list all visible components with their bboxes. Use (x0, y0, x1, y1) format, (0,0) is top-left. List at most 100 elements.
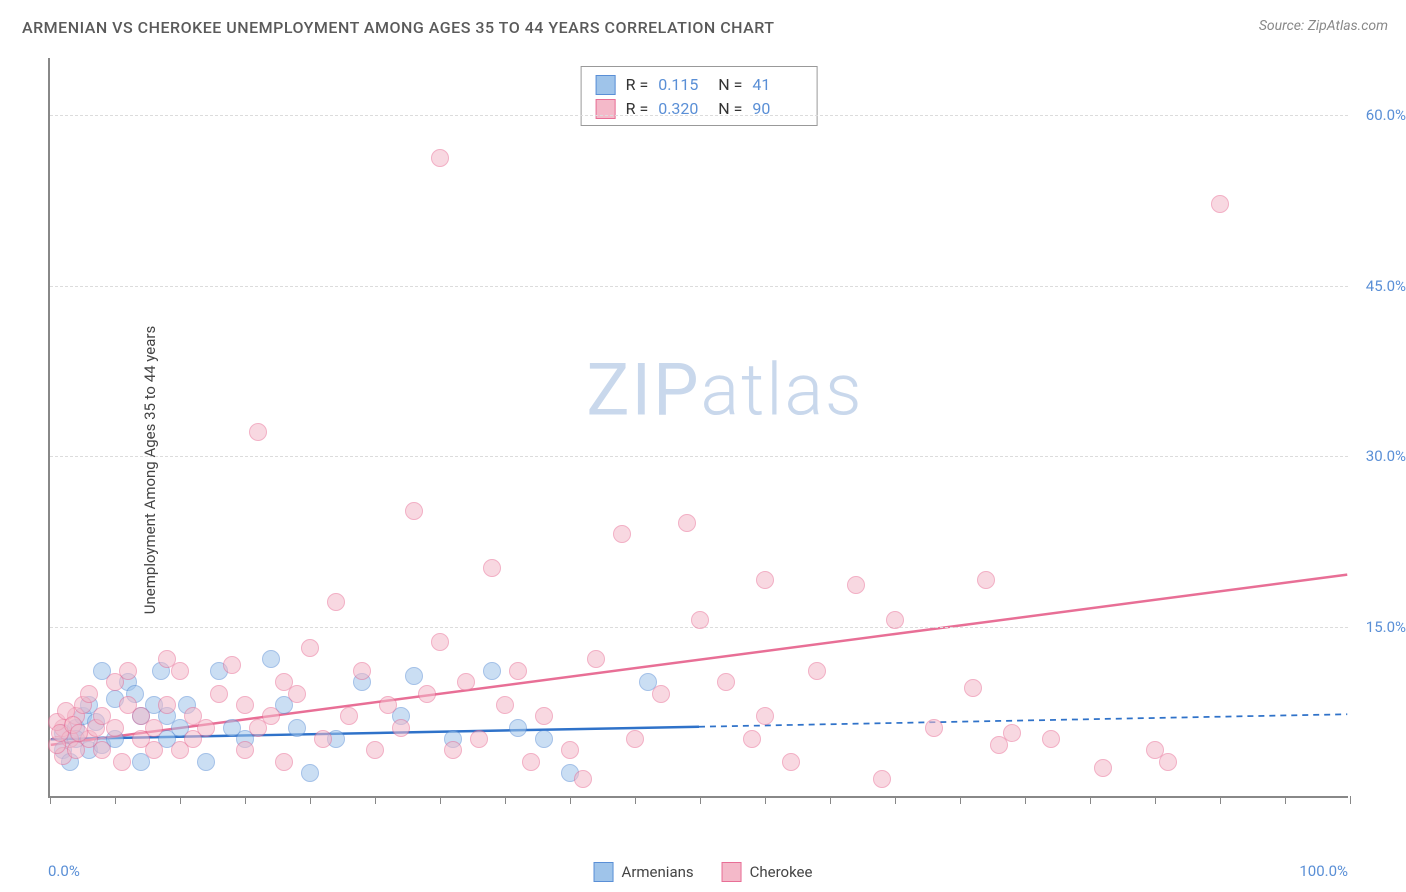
x-tick (700, 796, 701, 804)
legend-r-value: 0.115 (658, 73, 708, 97)
chart-container: Unemployment Among Ages 35 to 44 years Z… (0, 48, 1406, 892)
scatter-point (1159, 753, 1177, 771)
x-axis-min-label: 0.0% (48, 862, 80, 880)
scatter-point (158, 696, 176, 714)
x-tick (1090, 796, 1091, 804)
scatter-point (145, 719, 163, 737)
x-tick (830, 796, 831, 804)
scatter-point (366, 741, 384, 759)
plot-area: ZIPatlas R =0.115N =41R =0.320N =90 15.0… (48, 58, 1348, 798)
scatter-point (353, 662, 371, 680)
legend-n-label: N = (718, 73, 742, 97)
x-tick (50, 796, 51, 804)
scatter-point (236, 741, 254, 759)
scatter-point (470, 730, 488, 748)
scatter-point (1003, 724, 1021, 742)
scatter-point (197, 719, 215, 737)
legend-row: R = 0.115 N = 41 (596, 73, 803, 97)
scatter-point (314, 730, 332, 748)
x-tick (960, 796, 961, 804)
scatter-point (145, 741, 163, 759)
scatter-point (444, 741, 462, 759)
y-tick-label: 45.0% (1366, 277, 1406, 295)
scatter-point (288, 685, 306, 703)
scatter-point (509, 662, 527, 680)
y-tick-label: 60.0% (1366, 106, 1406, 124)
chart-title: ARMENIAN VS CHEROKEE UNEMPLOYMENT AMONG … (22, 18, 775, 37)
scatter-point (457, 673, 475, 691)
legend-swatch (594, 862, 614, 882)
legend-r-label: R = (626, 73, 649, 97)
grid-line (50, 115, 1348, 116)
scatter-point (262, 650, 280, 668)
x-axis-max-label: 100.0% (1299, 862, 1348, 880)
scatter-point (977, 571, 995, 589)
scatter-point (275, 753, 293, 771)
legend-n-value: 41 (752, 73, 802, 97)
x-tick (440, 796, 441, 804)
x-tick (505, 796, 506, 804)
scatter-point (431, 149, 449, 167)
x-tick (375, 796, 376, 804)
scatter-point (743, 730, 761, 748)
scatter-point (288, 719, 306, 737)
scatter-point (171, 662, 189, 680)
scatter-point (574, 770, 592, 788)
series-legend: ArmeniansCherokee (594, 862, 813, 882)
scatter-point (392, 719, 410, 737)
x-tick (310, 796, 311, 804)
scatter-point (405, 502, 423, 520)
scatter-point (223, 656, 241, 674)
scatter-point (70, 724, 88, 742)
legend-n-value: 90 (752, 97, 802, 121)
legend-swatch (596, 75, 616, 95)
x-tick (570, 796, 571, 804)
scatter-point (106, 719, 124, 737)
scatter-point (964, 679, 982, 697)
scatter-point (483, 662, 501, 680)
scatter-point (613, 525, 631, 543)
scatter-point (1211, 195, 1229, 213)
scatter-point (873, 770, 891, 788)
scatter-point (756, 707, 774, 725)
scatter-point (340, 707, 358, 725)
grid-line (50, 286, 1348, 287)
scatter-point (717, 673, 735, 691)
scatter-point (561, 741, 579, 759)
scatter-point (782, 753, 800, 771)
legend-swatch (596, 99, 616, 119)
y-tick-label: 30.0% (1366, 447, 1406, 465)
x-tick (1220, 796, 1221, 804)
watermark: ZIPatlas (586, 348, 863, 433)
scatter-point (522, 753, 540, 771)
scatter-point (496, 696, 514, 714)
scatter-point (756, 571, 774, 589)
scatter-point (652, 685, 670, 703)
x-tick (895, 796, 896, 804)
scatter-point (626, 730, 644, 748)
legend-row: R =0.320N =90 (596, 97, 803, 121)
scatter-point (113, 753, 131, 771)
scatter-point (197, 753, 215, 771)
scatter-point (119, 662, 137, 680)
scatter-point (405, 667, 423, 685)
scatter-point (535, 730, 553, 748)
scatter-point (431, 633, 449, 651)
scatter-point (301, 764, 319, 782)
scatter-point (1094, 759, 1112, 777)
x-tick (180, 796, 181, 804)
scatter-point (847, 576, 865, 594)
scatter-point (327, 593, 345, 611)
series-legend-item: Cherokee (722, 862, 813, 882)
scatter-point (925, 719, 943, 737)
scatter-point (678, 514, 696, 532)
x-tick (635, 796, 636, 804)
x-tick (1350, 796, 1351, 804)
scatter-point (509, 719, 527, 737)
trend-lines-svg (50, 58, 1348, 796)
scatter-point (379, 696, 397, 714)
watermark-atlas: atlas (701, 348, 864, 433)
x-tick (115, 796, 116, 804)
scatter-point (808, 662, 826, 680)
x-tick (1155, 796, 1156, 804)
